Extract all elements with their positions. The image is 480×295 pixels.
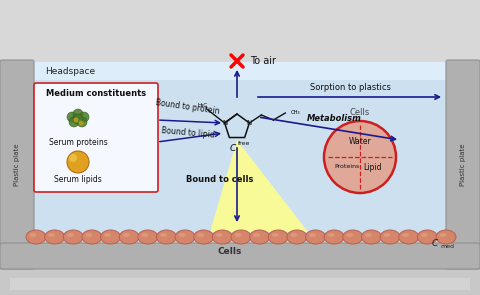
Text: Cells: Cells — [350, 108, 370, 117]
Ellipse shape — [216, 233, 223, 237]
FancyBboxPatch shape — [446, 60, 480, 269]
Ellipse shape — [235, 233, 241, 237]
Text: H₃C: H₃C — [198, 104, 208, 109]
Ellipse shape — [436, 230, 456, 244]
Circle shape — [73, 109, 83, 119]
Ellipse shape — [67, 233, 74, 237]
Ellipse shape — [418, 230, 437, 244]
Text: Headspace: Headspace — [45, 66, 95, 76]
Ellipse shape — [440, 233, 446, 237]
Text: Bound to lipid: Bound to lipid — [161, 126, 215, 140]
Ellipse shape — [63, 230, 83, 244]
Ellipse shape — [272, 233, 279, 237]
Text: Water: Water — [348, 137, 372, 145]
Circle shape — [79, 120, 84, 125]
Ellipse shape — [194, 230, 214, 244]
Ellipse shape — [231, 230, 251, 244]
Text: Sorption to plastics: Sorption to plastics — [310, 83, 390, 92]
Circle shape — [69, 117, 79, 127]
Text: CH₃: CH₃ — [290, 111, 300, 115]
Text: Lipid: Lipid — [363, 163, 381, 171]
Text: N: N — [222, 120, 227, 126]
Ellipse shape — [100, 230, 120, 244]
Circle shape — [77, 117, 87, 127]
Ellipse shape — [421, 233, 428, 237]
Ellipse shape — [82, 230, 102, 244]
Ellipse shape — [250, 230, 270, 244]
Bar — [32, 62, 448, 80]
Bar — [32, 80, 448, 245]
Ellipse shape — [156, 230, 177, 244]
Ellipse shape — [361, 230, 382, 244]
Ellipse shape — [328, 233, 335, 237]
Text: C: C — [432, 238, 438, 248]
Ellipse shape — [343, 230, 363, 244]
Ellipse shape — [45, 230, 65, 244]
Ellipse shape — [384, 233, 391, 237]
Ellipse shape — [290, 233, 298, 237]
Ellipse shape — [365, 233, 372, 237]
Ellipse shape — [104, 233, 111, 237]
Ellipse shape — [268, 230, 288, 244]
Ellipse shape — [119, 230, 139, 244]
Text: Bound to protein: Bound to protein — [156, 98, 220, 116]
Ellipse shape — [324, 230, 344, 244]
Ellipse shape — [29, 233, 36, 237]
Text: Serum proteins: Serum proteins — [48, 138, 108, 147]
Text: Plastic plate: Plastic plate — [460, 144, 466, 186]
Text: To air: To air — [250, 56, 276, 66]
Ellipse shape — [287, 230, 307, 244]
Ellipse shape — [346, 233, 353, 237]
Bar — [0, 265, 480, 295]
Text: Cells: Cells — [218, 247, 242, 256]
Text: Proteins: Proteins — [335, 165, 360, 170]
FancyBboxPatch shape — [0, 243, 480, 269]
Circle shape — [73, 114, 83, 124]
Ellipse shape — [399, 230, 419, 244]
Circle shape — [69, 154, 77, 162]
Ellipse shape — [26, 230, 46, 244]
Ellipse shape — [179, 233, 186, 237]
Text: N: N — [247, 120, 252, 126]
Text: Bound to cells: Bound to cells — [186, 176, 254, 184]
Text: free: free — [238, 141, 251, 146]
Ellipse shape — [253, 233, 260, 237]
FancyBboxPatch shape — [0, 60, 34, 269]
Circle shape — [73, 117, 79, 122]
Ellipse shape — [141, 233, 148, 237]
Text: med: med — [440, 243, 454, 248]
Text: C: C — [230, 144, 236, 153]
Ellipse shape — [175, 230, 195, 244]
Circle shape — [79, 112, 89, 122]
Circle shape — [324, 121, 396, 193]
Ellipse shape — [309, 233, 316, 237]
Ellipse shape — [402, 233, 409, 237]
Text: Metabolism: Metabolism — [307, 114, 361, 123]
Text: Serum lipids: Serum lipids — [54, 175, 102, 184]
Ellipse shape — [197, 233, 204, 237]
Bar — [10, 278, 470, 290]
Ellipse shape — [123, 233, 130, 237]
Polygon shape — [210, 140, 308, 232]
Ellipse shape — [212, 230, 232, 244]
Ellipse shape — [138, 230, 158, 244]
Ellipse shape — [380, 230, 400, 244]
Text: Plastic plate: Plastic plate — [14, 144, 20, 186]
Text: Medium constituents: Medium constituents — [46, 89, 146, 98]
Circle shape — [67, 112, 77, 122]
Circle shape — [67, 151, 89, 173]
Ellipse shape — [85, 233, 93, 237]
Ellipse shape — [306, 230, 325, 244]
FancyBboxPatch shape — [34, 83, 158, 192]
Ellipse shape — [160, 233, 167, 237]
Ellipse shape — [48, 233, 55, 237]
